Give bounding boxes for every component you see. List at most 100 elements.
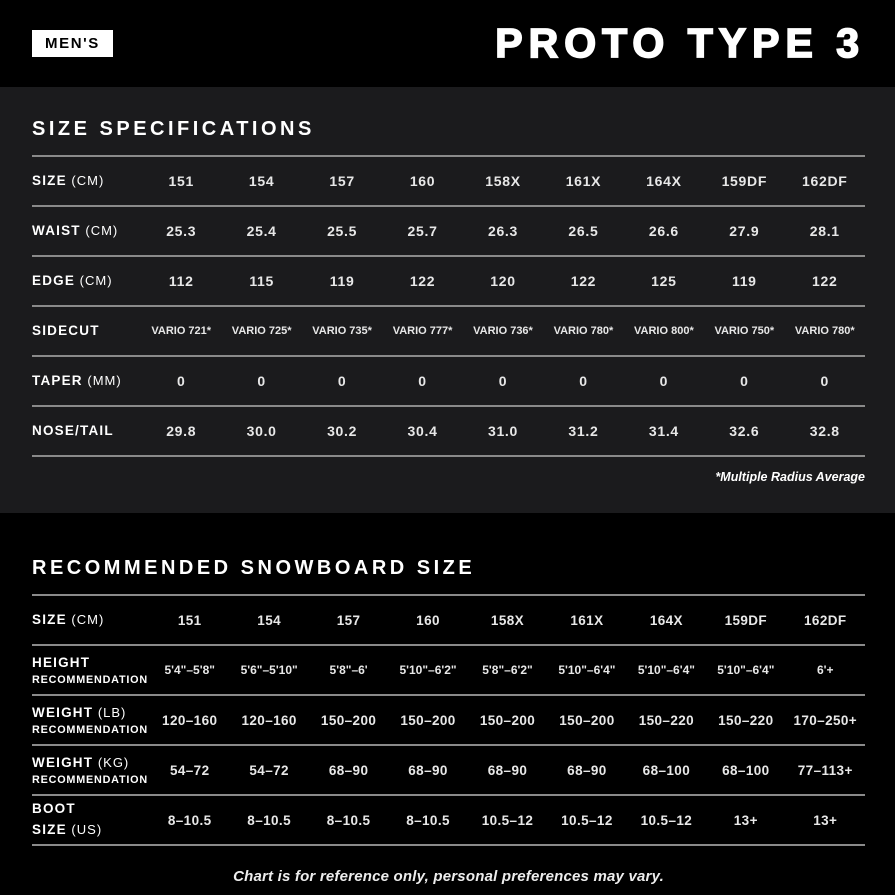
cell-value: 154 (257, 612, 282, 628)
heading-rule (32, 594, 865, 596)
reference-disclaimer: Chart is for reference only, personal pr… (233, 868, 664, 885)
row-label-unit: (US) (66, 822, 103, 837)
table-row: SIZE (CM) 151 154 157 160 158X 161X 164X 159DF 16… (32, 596, 865, 646)
cell-value: 10.5–12 (561, 812, 613, 828)
row-label: SIDECUT (32, 321, 141, 342)
row-label-text: EDGE (32, 272, 76, 288)
row-label-unit: (CM) (66, 172, 105, 188)
cell-value: 32.6 (729, 423, 760, 439)
cell-value: 150–200 (320, 712, 377, 728)
table-row: SIZE (CM) 151 154 157 160 158X 161X 164X 159DF 16… (32, 157, 865, 207)
cell-value: 157 (336, 612, 361, 628)
cell-value: 10.5–12 (481, 812, 534, 828)
row-label-line2: RECOMMENDATION (32, 774, 148, 787)
cell-value: 159DF (724, 612, 768, 628)
row-label: HEIGHT RECOMMENDATION (32, 653, 150, 688)
size-specifications-table: SIZE (CM) 151 154 157 160 158X 161X 164X 159DF 16… (32, 157, 865, 457)
cell-value: 5'8"–6' (329, 663, 368, 677)
cell-value: 151 (177, 612, 202, 628)
cell-value: 159DF (721, 173, 768, 189)
cell-value: 5'8"–6'2" (482, 663, 533, 677)
cell-value: 162DF (804, 612, 847, 628)
row-label: SIZE (CM) (32, 171, 141, 192)
category-badge: MEN'S (32, 30, 113, 57)
cell-value: 13+ (733, 812, 758, 828)
cell-value: 8–10.5 (406, 812, 450, 828)
cell-value: 31.4 (648, 423, 679, 439)
row-label-unit: (CM) (80, 222, 119, 238)
cell-value: 160 (416, 612, 440, 628)
table-row: EDGE (CM) 112 115 119 122 120 122 125 119 122 (32, 257, 865, 307)
cell-value: 31.2 (568, 423, 599, 439)
cell-value: 0 (418, 373, 427, 389)
cell-value: 25.5 (327, 223, 358, 239)
cell-value: VARIO 777* (392, 325, 453, 337)
row-label: WEIGHT (KG) RECOMMENDATION (32, 753, 150, 788)
cell-value: 154 (248, 173, 275, 189)
table-row: NOSE/TAIL 29.8 30.0 30.2 30.4 31.0 31.2 31.4 32.… (32, 407, 865, 457)
recommended-size-heading: RECOMMENDED SNOWBOARD SIZE (32, 557, 476, 579)
cell-value: VARIO 780* (553, 325, 614, 337)
cell-value: 13+ (813, 812, 838, 828)
product-title: PROTO TYPE 3 (494, 20, 865, 66)
cell-value: 77–113+ (797, 762, 853, 778)
row-label: EDGE (CM) (32, 271, 141, 292)
row-label-text: BOOT SIZE (32, 801, 76, 837)
recommended-size-table: SIZE (CM) 151 154 157 160 158X 161X 164X 159DF 16… (32, 596, 865, 846)
cell-value: 0 (498, 373, 508, 389)
cell-value: 54–72 (169, 762, 210, 778)
row-label-text: SIZE (32, 611, 67, 627)
cell-value: 26.3 (487, 223, 519, 239)
cell-value: 26.5 (568, 223, 599, 239)
row-label-text: NOSE/TAIL (32, 422, 114, 438)
cell-value: 25.4 (246, 223, 277, 239)
size-specifications-heading: SIZE SPECIFICATIONS (32, 118, 315, 140)
cell-value: 162DF (802, 173, 848, 189)
cell-value: 151 (168, 173, 194, 189)
cell-value: 170–250+ (793, 712, 858, 728)
cell-value: 164X (649, 612, 683, 628)
row-label: TAPER (MM) (32, 371, 141, 392)
cell-value: 25.7 (407, 223, 438, 239)
row-label: SIZE (CM) (32, 610, 150, 631)
cell-value: 120–160 (241, 712, 297, 728)
cell-value: 158X (490, 612, 525, 628)
cell-value: 0 (579, 373, 588, 389)
cell-value: 32.8 (809, 423, 840, 439)
cell-value: 150–200 (559, 712, 615, 728)
cell-value: 0 (257, 373, 266, 389)
cell-value: 0 (659, 373, 669, 389)
cell-value: 157 (329, 173, 355, 189)
cell-value: VARIO 725* (231, 325, 292, 337)
radius-footnote: *Multiple Radius Average (715, 470, 865, 484)
cell-value: 28.1 (809, 223, 840, 239)
cell-value: 25.3 (166, 223, 197, 239)
cell-value: 30.0 (246, 423, 277, 439)
row-label-unit: (MM) (82, 372, 122, 388)
cell-value: 5'10"–6'4" (558, 663, 616, 677)
cell-value: 160 (409, 173, 436, 189)
cell-value: 5'6"–5'10" (240, 663, 298, 677)
table-row: BOOT SIZE (US) 8–10.5 8–10.5 8–10.5 8–10.5 10… (32, 796, 865, 846)
cell-value: 150–220 (638, 712, 695, 728)
row-label-text: SIZE (32, 172, 67, 188)
cell-value: 119 (731, 273, 757, 289)
table-row: TAPER (MM) 0 0 0 0 0 0 0 0 0 (32, 357, 865, 407)
cell-value: 68–90 (328, 762, 369, 778)
row-label-text: SIDECUT (32, 322, 100, 338)
row-label-text: WEIGHT (32, 704, 94, 720)
cell-value: 68–90 (408, 762, 448, 778)
row-label-text: WEIGHT (32, 754, 94, 770)
cell-value: 54–72 (249, 762, 289, 778)
cell-value: 0 (740, 373, 749, 389)
table-row: WEIGHT (KG) RECOMMENDATION 54–72 54–72 68–90… (32, 746, 865, 796)
table-row: WAIST (CM) 25.3 25.4 25.5 25.7 26.3 26.5 26.6 27… (32, 207, 865, 257)
cell-value: 122 (812, 273, 838, 289)
cell-value: VARIO 780* (794, 325, 855, 337)
cell-value: 150–220 (718, 712, 774, 728)
table-row: WEIGHT (LB) RECOMMENDATION 120–160 120–160 1… (32, 696, 865, 746)
cell-value: 112 (168, 273, 194, 289)
cell-value: 158X (485, 173, 521, 189)
cell-value: 10.5–12 (640, 812, 693, 828)
row-label-unit: (CM) (66, 611, 105, 627)
